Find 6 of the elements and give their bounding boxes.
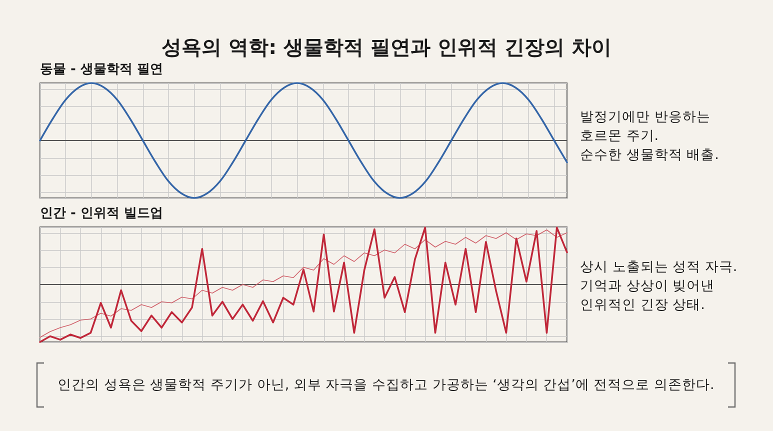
text: 발정기에만 반응하는 호르몬 주기. 순수한 생물학적 배출. bbox=[580, 108, 719, 165]
chart-title: 성욕의 역학: 생물학적 필연과 인위적 긴장의 차이 bbox=[160, 34, 612, 61]
text: 상시 노출되는 성적 자극. 기억과 상상이 빚어낸 인위적인 긴장 상태. bbox=[580, 258, 738, 315]
chart-title: 인간 - 인위적 빌드업 bbox=[40, 205, 163, 222]
chart-subtitle: 동물 - 생물학적 필연 bbox=[40, 61, 163, 78]
text: 인간의 성욕은 생물학적 주기가 아닌, 외부 자극을 수집하고 가공하는 ‘생각의 간섭’에 전적으로 의존한다. bbox=[56, 376, 716, 395]
